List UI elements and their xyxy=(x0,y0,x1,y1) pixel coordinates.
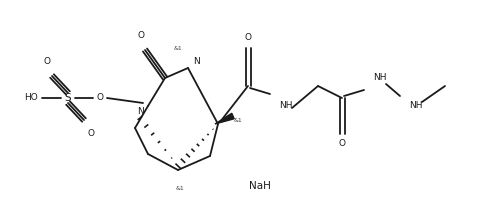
Text: NH: NH xyxy=(409,102,423,111)
Text: &1: &1 xyxy=(174,46,182,51)
Text: O: O xyxy=(137,32,145,41)
Text: O: O xyxy=(43,57,51,67)
Text: O: O xyxy=(244,33,252,43)
Text: NH: NH xyxy=(373,73,387,83)
Text: NH: NH xyxy=(279,102,293,111)
Polygon shape xyxy=(215,113,234,124)
Text: S: S xyxy=(65,93,71,103)
Text: O: O xyxy=(88,130,94,138)
Text: &1: &1 xyxy=(175,186,185,191)
Text: N: N xyxy=(193,57,200,67)
Text: NaH: NaH xyxy=(249,181,271,191)
Text: N: N xyxy=(136,106,143,116)
Text: HO: HO xyxy=(24,94,38,103)
Text: O: O xyxy=(338,140,346,149)
Text: &1: &1 xyxy=(234,118,242,122)
Text: O: O xyxy=(96,94,104,103)
